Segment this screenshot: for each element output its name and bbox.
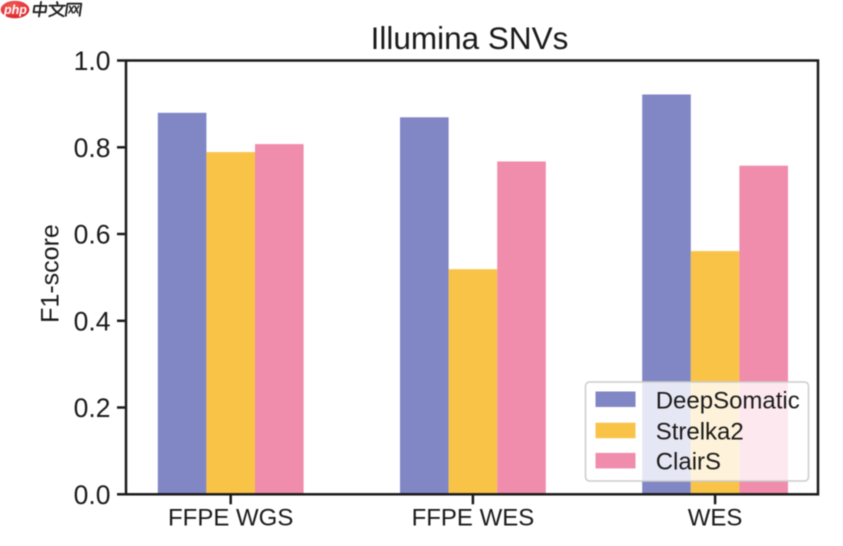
svg-text:php: php [3,3,27,17]
svg-text:FFPE WES: FFPE WES [412,505,535,532]
svg-text:Illumina SNVs: Illumina SNVs [371,20,569,56]
svg-text:0.8: 0.8 [74,133,111,163]
svg-text:WES: WES [688,505,743,532]
svg-text:Strelka2: Strelka2 [656,419,744,446]
svg-text:0.6: 0.6 [74,220,111,250]
svg-text:FFPE WGS: FFPE WGS [168,505,293,532]
svg-text:ClairS: ClairS [656,449,721,476]
svg-text:F1-score: F1-score [36,224,64,323]
svg-text:1.0: 1.0 [74,46,111,76]
svg-text:DeepSomatic: DeepSomatic [656,387,800,414]
svg-text:0.0: 0.0 [74,480,111,510]
svg-text:0.4: 0.4 [74,306,111,336]
svg-text:0.2: 0.2 [74,393,111,423]
